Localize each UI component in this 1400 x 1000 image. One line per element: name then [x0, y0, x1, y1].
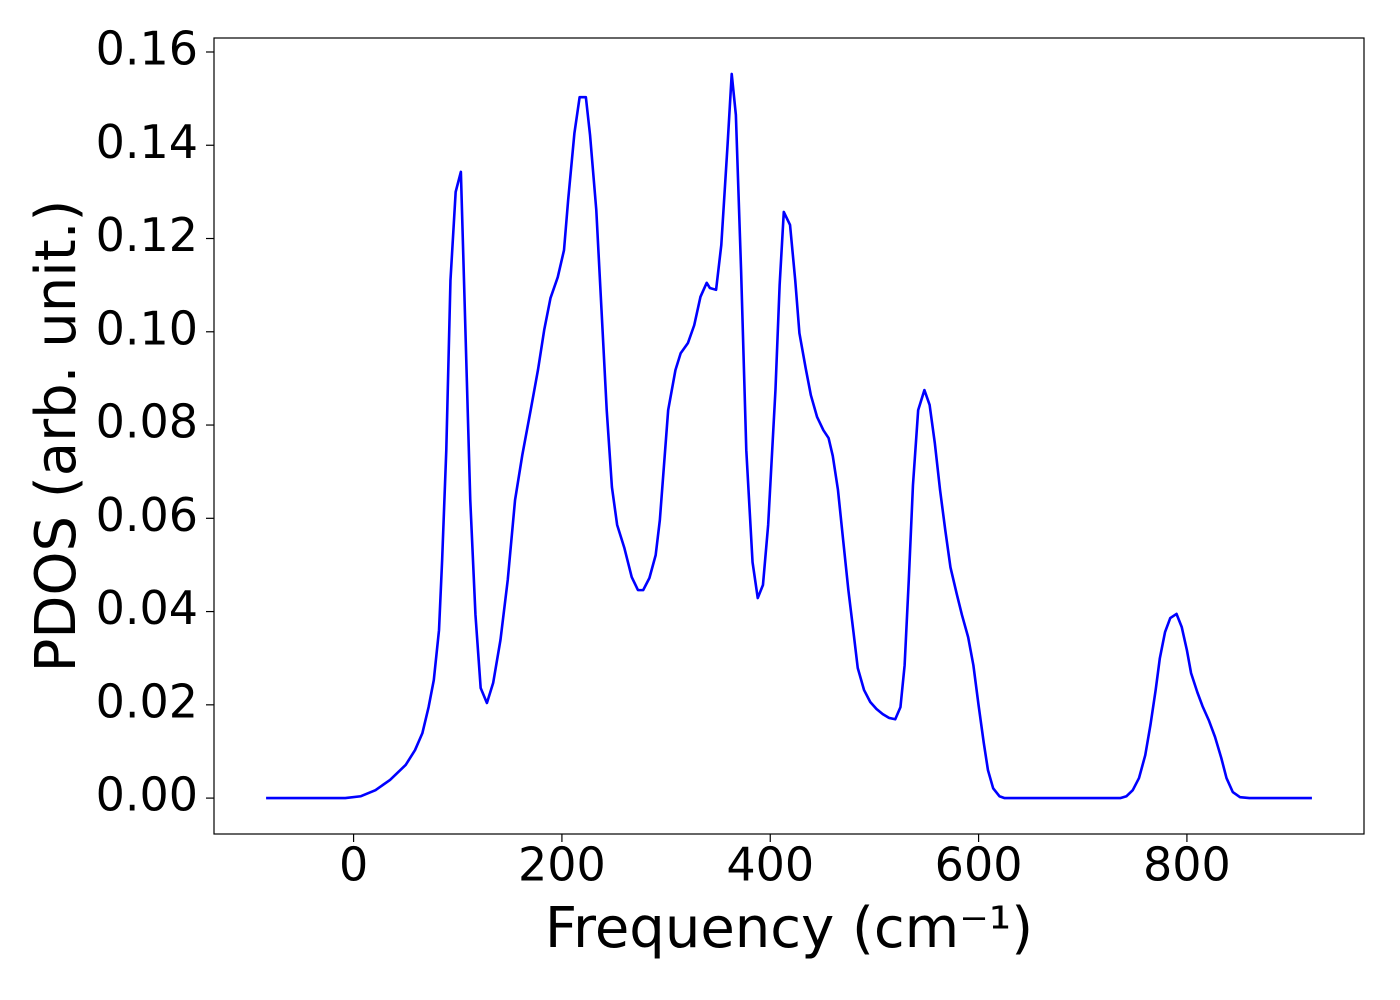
y-tick-label: 0.04 [96, 581, 198, 635]
y-tick-label: 0.14 [96, 115, 198, 169]
y-tick-label: 0.00 [96, 768, 198, 822]
y-tick-label: 0.06 [96, 488, 198, 542]
x-tick-label: 400 [726, 838, 814, 892]
x-tick-label: 0 [339, 838, 368, 892]
y-tick-label: 0.16 [96, 21, 198, 75]
x-tick-label: 600 [935, 838, 1023, 892]
x-tick-label: 800 [1143, 838, 1231, 892]
y-tick-label: 0.12 [96, 208, 198, 262]
data-line [266, 72, 1312, 800]
x-tick-label: 200 [518, 838, 606, 892]
plot-frame [213, 37, 1365, 835]
y-tick-label: 0.02 [96, 674, 198, 728]
y-tick-label: 0.10 [96, 301, 198, 355]
y-tick-label: 0.08 [96, 395, 198, 449]
y-axis-label: PDOS (arb. unit.) [24, 200, 89, 673]
x-axis-label: Frequency (cm⁻¹) [545, 896, 1033, 961]
